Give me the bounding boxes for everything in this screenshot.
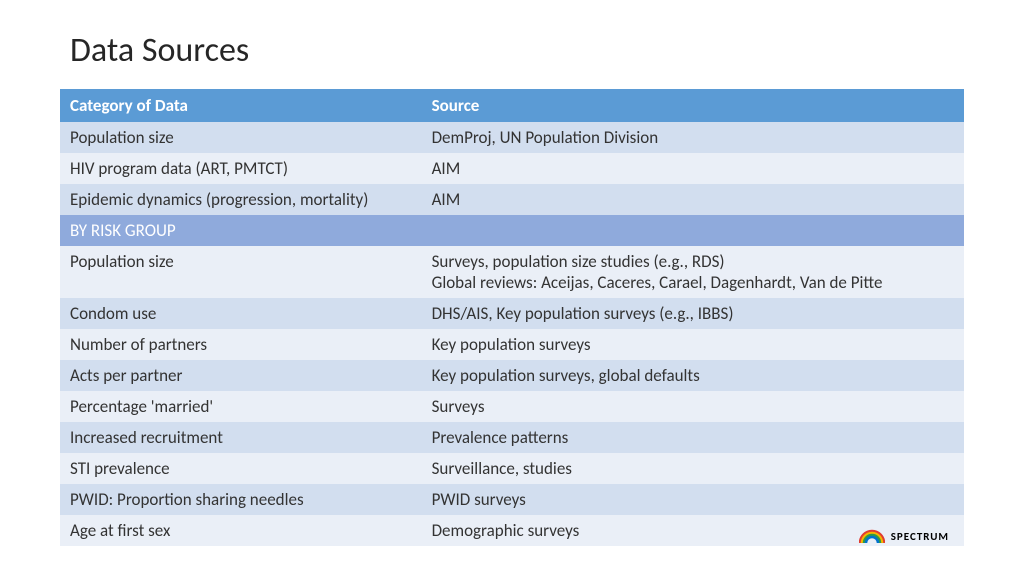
- cell-category: STI prevalence: [60, 453, 422, 484]
- table-row: Age at first sexDemographic surveys: [60, 515, 964, 546]
- table-row: STI prevalenceSurveillance, studies: [60, 453, 964, 484]
- cell-category: Epidemic dynamics (progression, mortalit…: [60, 184, 422, 215]
- table-row: Population sizeSurveys, population size …: [60, 246, 964, 298]
- cell-category: HIV program data (ART, PMTCT): [60, 153, 422, 184]
- cell-source: Key population surveys, global defaults: [422, 360, 964, 391]
- cell-category: PWID: Proportion sharing needles: [60, 484, 422, 515]
- cell-category: Increased recruitment: [60, 422, 422, 453]
- table-row: Population sizeDemProj, UN Population Di…: [60, 122, 964, 153]
- table-row: Percentage 'married'Surveys: [60, 391, 964, 422]
- table-row: Acts per partnerKey population surveys, …: [60, 360, 964, 391]
- cell-category: Population size: [60, 246, 422, 298]
- cell-category: Age at first sex: [60, 515, 422, 546]
- table-row: Increased recruitmentPrevalence patterns: [60, 422, 964, 453]
- cell-source: AIM: [422, 153, 964, 184]
- header-category: Category of Data: [60, 89, 422, 122]
- rainbow-icon: [859, 528, 885, 544]
- table-row: Condom useDHS/AIS, Key population survey…: [60, 298, 964, 329]
- table-row: Epidemic dynamics (progression, mortalit…: [60, 184, 964, 215]
- table-sub-header: BY RISK GROUP: [60, 215, 964, 246]
- cell-source: Prevalence patterns: [422, 422, 964, 453]
- cell-source: [422, 215, 964, 246]
- cell-source: Surveys: [422, 391, 964, 422]
- cell-source: Surveillance, studies: [422, 453, 964, 484]
- cell-category: Condom use: [60, 298, 422, 329]
- cell-source: Key population surveys: [422, 329, 964, 360]
- table-body: Population sizeDemProj, UN Population Di…: [60, 122, 964, 546]
- cell-source: DHS/AIS, Key population surveys (e.g., I…: [422, 298, 964, 329]
- header-source: Source: [422, 89, 964, 122]
- table-row: Number of partnersKey population surveys: [60, 329, 964, 360]
- cell-category: BY RISK GROUP: [60, 215, 422, 246]
- table-row: PWID: Proportion sharing needlesPWID sur…: [60, 484, 964, 515]
- table-header-row: Category of Data Source: [60, 89, 964, 122]
- logo-text: SPECTRUM: [891, 530, 949, 543]
- cell-source: PWID surveys: [422, 484, 964, 515]
- cell-category: Number of partners: [60, 329, 422, 360]
- cell-source: DemProj, UN Population Division: [422, 122, 964, 153]
- spectrum-logo: SPECTRUM: [859, 528, 949, 544]
- cell-category: Acts per partner: [60, 360, 422, 391]
- page-title: Data Sources: [70, 30, 964, 71]
- cell-category: Percentage 'married': [60, 391, 422, 422]
- cell-source: AIM: [422, 184, 964, 215]
- table-row: HIV program data (ART, PMTCT)AIM: [60, 153, 964, 184]
- slide-container: Data Sources Category of Data Source Pop…: [0, 0, 1024, 566]
- cell-category: Population size: [60, 122, 422, 153]
- cell-source: Surveys, population size studies (e.g., …: [422, 246, 964, 298]
- data-sources-table: Category of Data Source Population sizeD…: [60, 89, 964, 546]
